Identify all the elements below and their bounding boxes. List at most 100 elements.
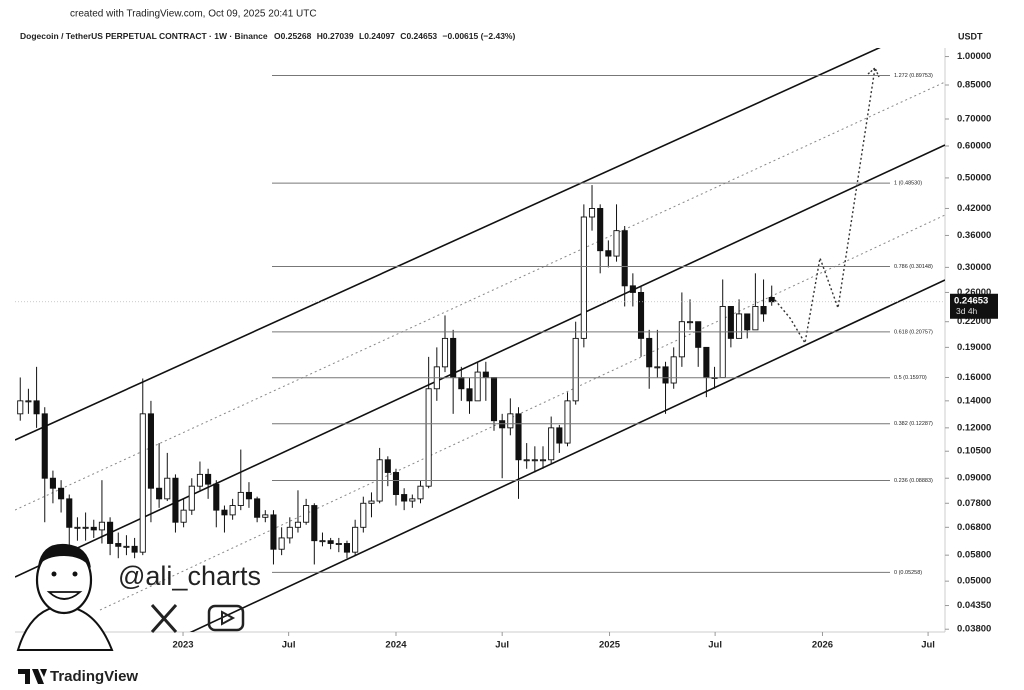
- candle-body: [450, 337, 457, 378]
- candle-body: [319, 540, 326, 543]
- candle-body: [654, 366, 661, 369]
- candle-body: [147, 413, 154, 489]
- x-tick-label: Jul: [495, 640, 509, 651]
- candle-body: [735, 313, 743, 339]
- candle-body: [213, 483, 220, 511]
- y-tick-label: 0.05000: [957, 576, 991, 587]
- ohlc-prefix: L: [359, 31, 364, 41]
- candle-body: [172, 477, 179, 523]
- y-tick-label: 0.14000: [957, 395, 991, 406]
- change: −0.00615 (−2.43%): [443, 31, 516, 41]
- y-tick-label: 0.42000: [957, 203, 991, 214]
- fib-label: 0.236 (0.08883): [894, 478, 933, 484]
- candle-body: [164, 477, 171, 500]
- candle-body: [270, 514, 277, 550]
- candle-body: [572, 337, 579, 402]
- ohlc-value: 0.27039: [323, 31, 354, 41]
- y-tick-label: 0.60000: [957, 141, 991, 152]
- y-tick-label: 0.22000: [957, 316, 991, 327]
- ohlc-value: 0.25268: [281, 31, 312, 41]
- candle-body: [327, 540, 334, 544]
- candle-body: [188, 485, 195, 511]
- candle-body: [662, 366, 669, 384]
- candle-body: [360, 502, 367, 528]
- x-tick-label: 2026: [812, 640, 833, 651]
- candle-body: [278, 537, 285, 550]
- symbol-title: Dogecoin / TetherUS PERPETUAL CONTRACT ·…: [20, 31, 268, 41]
- candle-body: [98, 521, 105, 531]
- candle-body: [499, 420, 506, 429]
- candle-body: [417, 485, 424, 500]
- candle-body: [66, 498, 73, 528]
- y-tick-label: 0.03800: [957, 624, 991, 635]
- channel-lower: [189, 279, 945, 632]
- candle-body: [744, 313, 751, 331]
- channel-middle: [15, 144, 945, 578]
- y-tick-label: 0.50000: [957, 172, 991, 183]
- fib-label: 0.382 (0.12287): [894, 421, 933, 427]
- candle-body: [196, 473, 203, 487]
- drawings: [15, 48, 945, 632]
- candle-body: [670, 356, 677, 384]
- candle-body: [156, 487, 163, 500]
- fib-label: 1 (0.48530): [894, 181, 922, 187]
- candle-body: [286, 526, 293, 539]
- candle-body: [523, 459, 530, 462]
- candle-body: [254, 498, 261, 518]
- x-tick-label: Jul: [921, 640, 935, 651]
- avatar-smile: [46, 591, 83, 600]
- candle-body: [303, 505, 310, 523]
- watermark: @ali_charts: [16, 543, 261, 651]
- x-tick-label: 2023: [172, 640, 193, 651]
- candle-body: [605, 250, 612, 257]
- candle-body: [392, 472, 400, 495]
- y-tick-label: 0.06800: [957, 522, 991, 533]
- candle-body: [237, 491, 244, 506]
- candle-body: [474, 371, 481, 402]
- x-tick-label: Jul: [708, 640, 722, 651]
- y-tick-label: 0.26000: [957, 287, 991, 298]
- x-tick-label: 2025: [599, 640, 621, 651]
- candle-body: [564, 400, 571, 444]
- candle-body: [25, 400, 32, 403]
- y-tick-label: 0.12000: [957, 422, 991, 433]
- candle-body: [384, 459, 391, 473]
- avatar-eye: [72, 571, 78, 577]
- candle-body: [580, 216, 587, 339]
- candle-body: [58, 487, 65, 500]
- fib-label: 0 (0.05258): [894, 570, 922, 576]
- legend-header: Dogecoin / TetherUS PERPETUAL CONTRACT ·…: [20, 31, 515, 41]
- x-logo: [150, 604, 178, 633]
- candle-body: [17, 400, 24, 415]
- x-tick-label: 2024: [385, 640, 407, 651]
- candle-body: [752, 306, 759, 331]
- candle-body: [262, 514, 269, 518]
- candle-body: [548, 427, 555, 461]
- y-tick-label: 0.10500: [957, 446, 991, 457]
- candle-body: [531, 459, 538, 462]
- candle-body: [556, 427, 563, 444]
- candle-body: [515, 413, 522, 461]
- fib-label: 1.272 (0.89753): [894, 73, 933, 79]
- y-tick-label: 0.05800: [957, 550, 991, 561]
- watermark-handle: @ali_charts: [118, 561, 261, 591]
- y-tick-label: 0.70000: [957, 114, 991, 125]
- candle-body: [727, 306, 734, 339]
- candle-body: [621, 230, 628, 287]
- candle-body: [629, 285, 636, 293]
- ohlc-prefix: C: [400, 31, 406, 41]
- projection-arrow: [867, 66, 880, 78]
- candle-body: [686, 321, 694, 324]
- candle-body: [539, 459, 547, 462]
- channel-midline: [15, 81, 945, 511]
- youtube-play: [221, 610, 236, 626]
- candle-body: [409, 498, 416, 502]
- candle-body: [588, 208, 596, 218]
- candle-body: [205, 473, 212, 485]
- channel-upper: [15, 48, 881, 441]
- avatar-hair: [38, 543, 91, 568]
- candle-body: [646, 337, 653, 368]
- candle-body: [507, 413, 514, 429]
- candle-body: [401, 494, 408, 502]
